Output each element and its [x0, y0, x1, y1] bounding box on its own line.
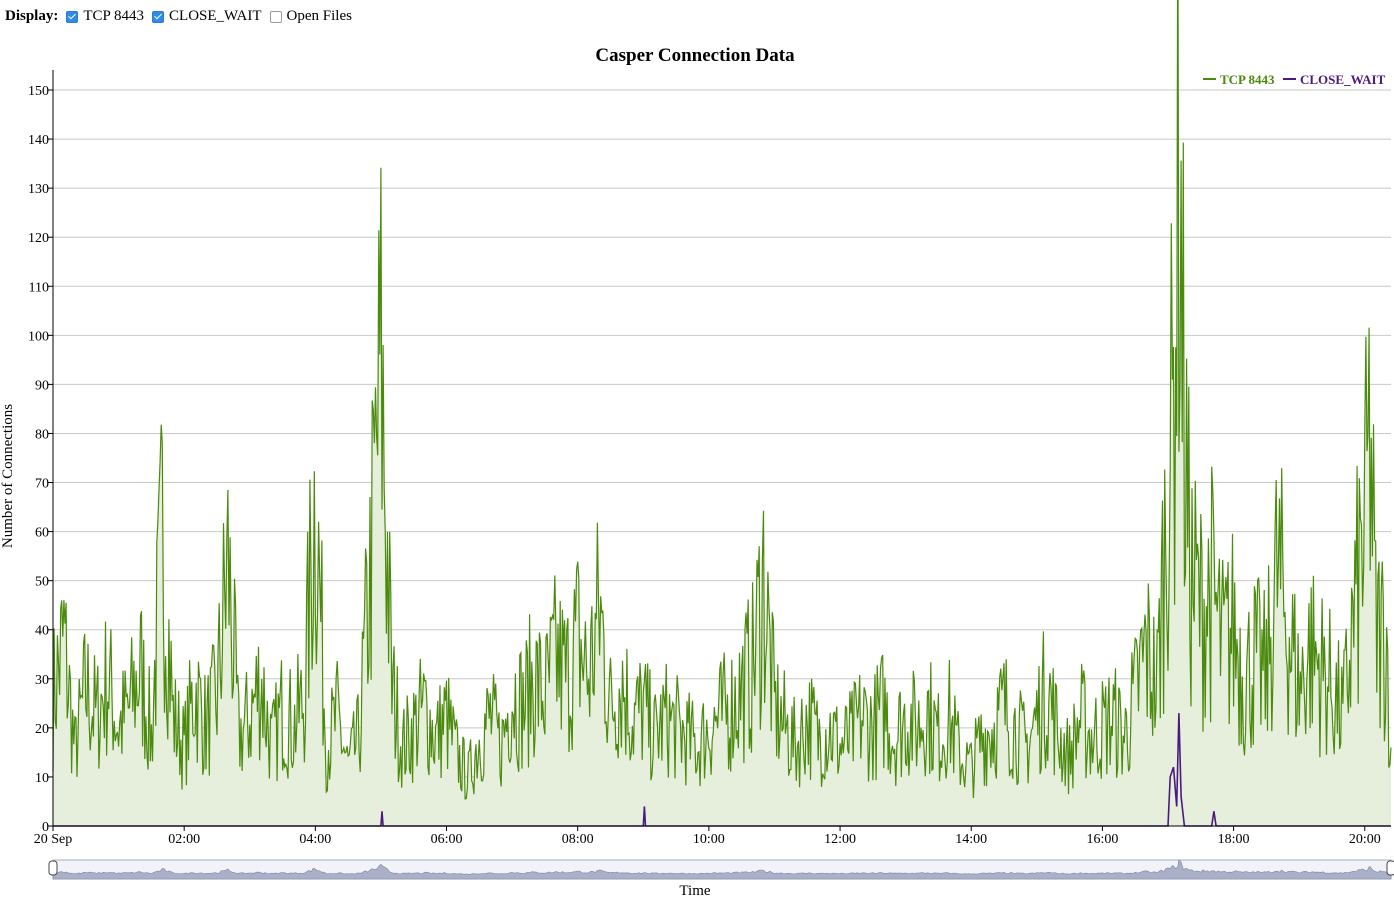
checkbox-tcp-8443[interactable] [66, 10, 79, 23]
range-selector [48, 859, 1394, 880]
x-tick-label: 06:00 [431, 832, 463, 847]
y-axis-label: Number of Connections [0, 404, 16, 548]
x-tick-label: 14:00 [955, 832, 987, 847]
checkbox-open-files[interactable] [269, 10, 282, 23]
y-tick-label: 120 [28, 231, 49, 246]
x-tick-label: 10:00 [693, 832, 725, 847]
x-tick-label: 18:00 [1218, 832, 1250, 847]
y-tick-label: 40 [35, 624, 49, 639]
y-tick-label: 20 [35, 722, 49, 737]
display-label: Display: [5, 8, 59, 24]
series-line-close-wait [53, 713, 1391, 827]
option-label: Open Files [286, 8, 352, 24]
y-tick-label: 30 [35, 673, 49, 688]
series-area-tcp-8443 [53, 0, 1391, 826]
x-tick-label: 02:00 [168, 832, 200, 847]
range-handle-left[interactable] [48, 860, 58, 876]
handle-grip [1386, 860, 1394, 876]
chart-title: Casper Connection Data [595, 45, 795, 66]
y-tick-label: 140 [28, 133, 49, 148]
x-tick-label: 20 Sep [34, 832, 73, 847]
option-open-files[interactable]: Open Files [268, 8, 352, 25]
display-options: Display: TCP 8443 CLOSE_WAIT Open Files [5, 8, 358, 25]
y-tick-label: 130 [28, 182, 49, 197]
series-line-tcp-8443 [52, 0, 1392, 800]
y-tick-label: 100 [28, 329, 49, 344]
legend-label-close-wait: CLOSE_WAIT [1300, 72, 1386, 87]
option-tcp-8443[interactable]: TCP 8443 [64, 8, 144, 25]
x-tick-label: 08:00 [562, 832, 594, 847]
y-tick-label: 90 [35, 378, 49, 393]
legend: TCP 8443 CLOSE_WAIT [1203, 72, 1386, 87]
option-label: CLOSE_WAIT [169, 8, 262, 24]
x-tick-label: 04:00 [299, 832, 331, 847]
option-label: TCP 8443 [83, 8, 145, 24]
range-selector-preview [52, 859, 1392, 880]
x-tick-label: 16:00 [1086, 832, 1118, 847]
y-tick-label: 110 [29, 280, 49, 295]
y-tick-label: 150 [28, 84, 49, 99]
x-tick-label: 20:00 [1349, 832, 1381, 847]
y-tick-label: 60 [35, 526, 49, 541]
option-close-wait[interactable]: CLOSE_WAIT [150, 8, 262, 25]
y-tick-label: 50 [35, 575, 49, 590]
x-tick-label: 12:00 [824, 832, 856, 847]
y-tick-label: 10 [35, 771, 49, 786]
legend-label-tcp-8443: TCP 8443 [1220, 72, 1275, 87]
y-tick-label: 70 [35, 477, 49, 492]
y-tick-label: 80 [35, 427, 49, 442]
checkbox-close-wait[interactable] [152, 10, 165, 23]
range-handle-right[interactable] [1386, 860, 1394, 876]
y-tick-label: 0 [42, 820, 49, 835]
handle-grip [48, 860, 58, 876]
x-axis-label: Time [679, 883, 710, 899]
